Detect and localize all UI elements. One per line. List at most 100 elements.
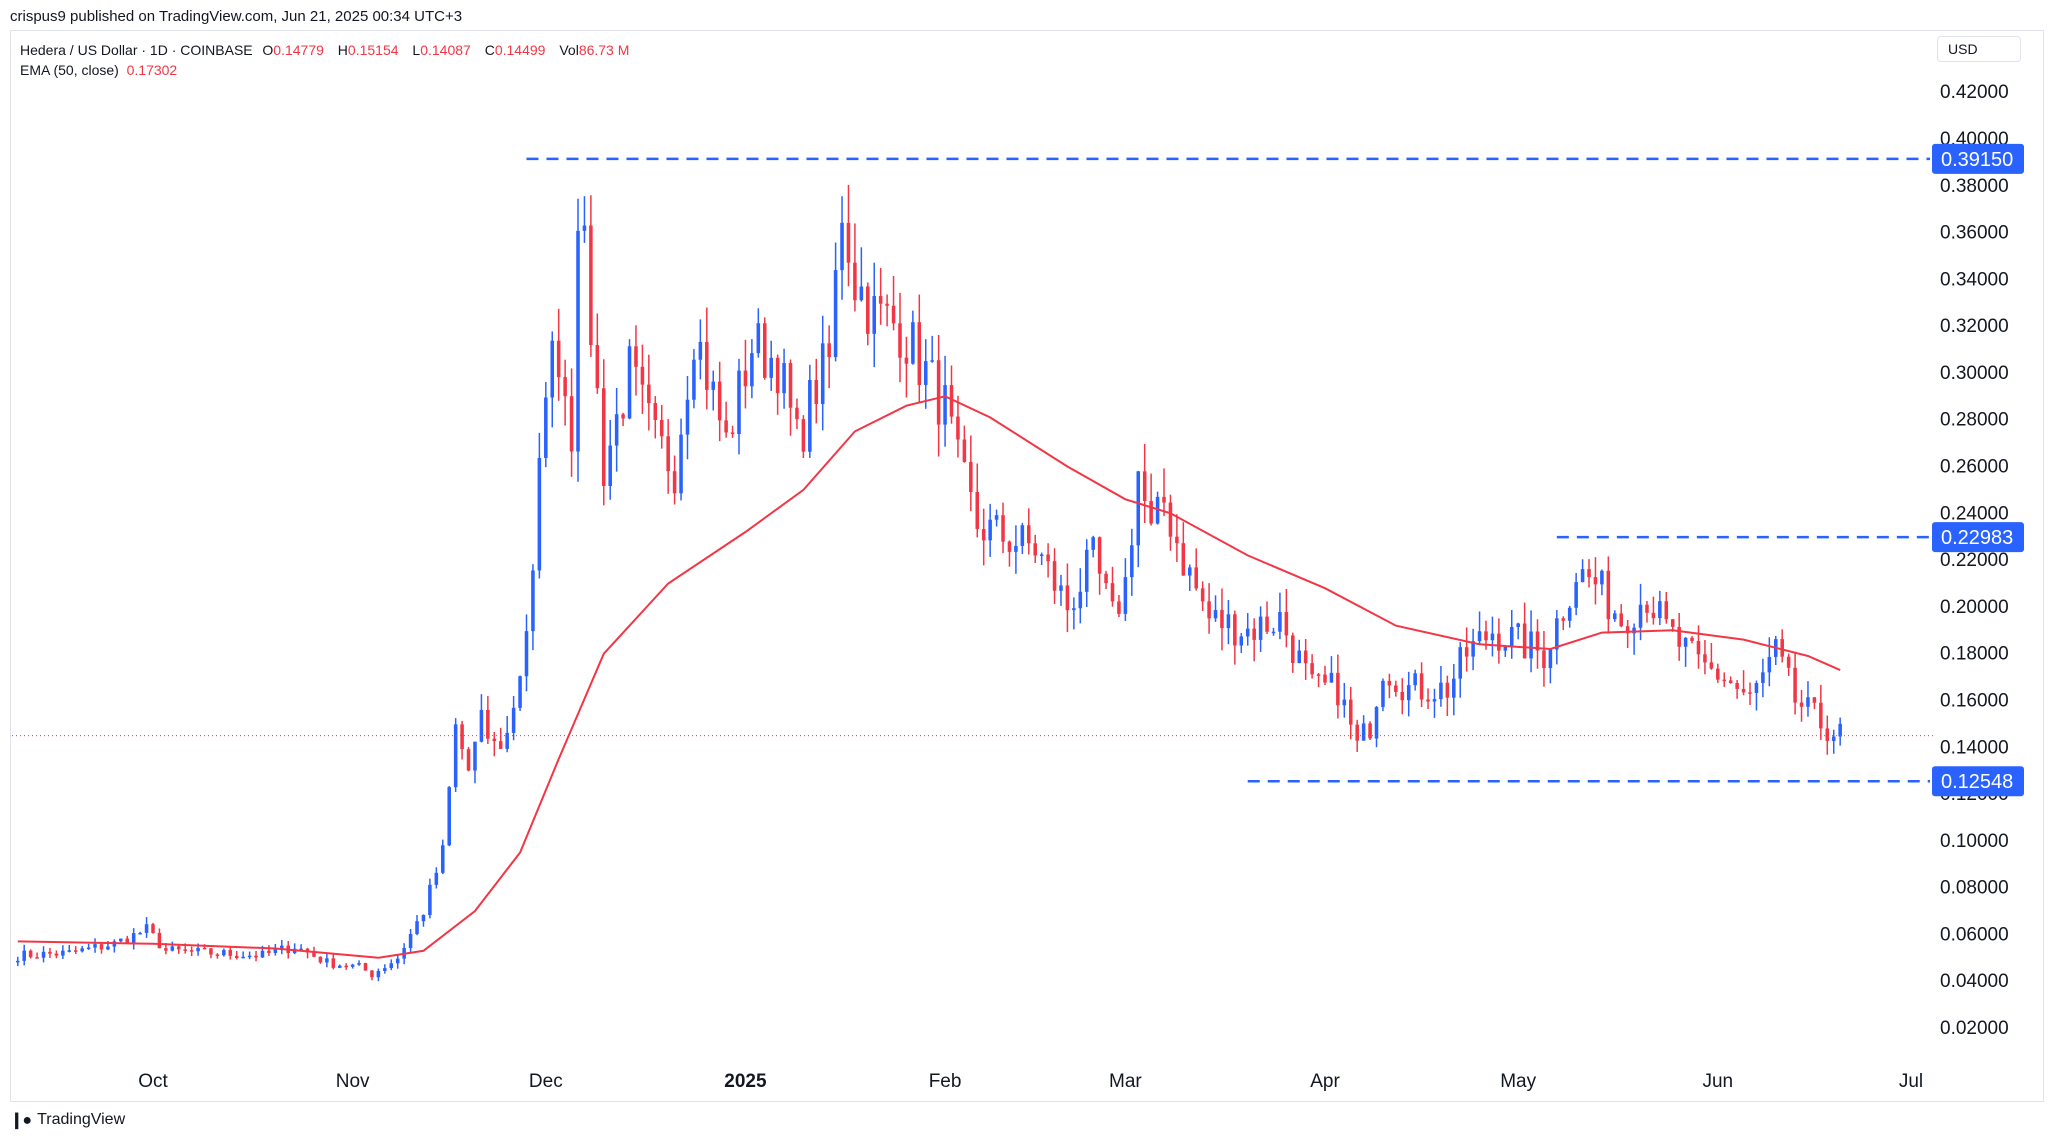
candle-body [1651, 612, 1656, 619]
candle-body [1104, 573, 1108, 584]
candle-body [1767, 656, 1772, 673]
candle-body [1239, 636, 1244, 646]
symbol-label[interactable]: Hedera / US Dollar · 1D · COINBASE [20, 42, 253, 58]
close-value: 0.14499 [494, 42, 546, 58]
ema-line [17, 395, 1841, 959]
level-price-badge [1932, 766, 2024, 797]
candle-body [1284, 612, 1289, 636]
candle-body [267, 950, 271, 953]
candle-body [222, 950, 226, 956]
candle-body [1226, 614, 1231, 629]
candle-body [911, 322, 915, 364]
candle-body [1439, 682, 1443, 700]
candle-body [1014, 545, 1018, 552]
candle-body [1503, 646, 1508, 651]
candle-body [1316, 674, 1321, 676]
candle-body [415, 921, 419, 935]
ema-label[interactable]: EMA (50, close) [20, 62, 119, 78]
candle-body [170, 946, 175, 951]
candle-body [48, 951, 52, 954]
y-tick-label: 0.20000 [1940, 597, 2009, 618]
candle-body [176, 946, 181, 950]
candle-body [1432, 699, 1437, 702]
candle-body [1535, 631, 1540, 651]
candle-body [1027, 525, 1031, 544]
y-tick-label: 0.16000 [1940, 690, 2009, 711]
candle-body [1072, 608, 1076, 611]
candle-body [1303, 650, 1308, 664]
candle-body [1522, 623, 1527, 659]
candle-body [1387, 680, 1392, 686]
high-key: H [337, 42, 348, 58]
candle-body [441, 845, 445, 873]
y-tick-label: 0.38000 [1940, 176, 2009, 197]
candle-body [659, 419, 664, 437]
candle-body [1799, 702, 1804, 707]
tradingview-logo[interactable]: ❙● TradingView [10, 1110, 125, 1130]
candle-body [1593, 577, 1598, 585]
currency-selector[interactable]: USD [1937, 36, 2021, 62]
candle-body [106, 946, 110, 950]
candle-body [1716, 668, 1720, 680]
candle-body [1548, 649, 1553, 669]
candle-body [35, 957, 39, 959]
y-tick-label: 0.14000 [1940, 737, 2009, 758]
candle-body [1149, 501, 1153, 524]
candle-body [1181, 543, 1186, 576]
level-price-badge [1932, 522, 2024, 553]
y-tick-label: 0.36000 [1940, 223, 2009, 244]
candle-body [923, 361, 928, 385]
candle-body [1606, 570, 1611, 620]
candle-body [614, 414, 619, 446]
candle-body [312, 952, 316, 957]
candle-body [383, 968, 387, 971]
candle-body [1670, 619, 1675, 627]
candle-body [350, 964, 355, 967]
candle-body [1291, 635, 1295, 664]
candle-body [1175, 536, 1179, 544]
candle-body [1245, 628, 1250, 637]
low-value: 0.14087 [420, 42, 471, 58]
candle-body [1142, 471, 1147, 502]
tradingview-wordmark: TradingView [37, 1111, 126, 1128]
candle-body [1722, 679, 1727, 682]
candle-body [93, 944, 97, 948]
candle-body [1696, 641, 1701, 655]
candle-body [988, 519, 992, 541]
candle-body [589, 225, 593, 346]
candle-body [601, 388, 606, 487]
candle-body [853, 262, 857, 301]
candle-body [1413, 673, 1417, 686]
candle-body [711, 381, 716, 390]
candle-body [389, 963, 394, 969]
candle-body [1297, 650, 1302, 664]
candle-body [1445, 682, 1450, 698]
candle-body [1754, 683, 1759, 694]
candle-body [1419, 673, 1424, 700]
y-tick-label: 0.24000 [1940, 503, 2009, 524]
candle-body [1252, 628, 1256, 640]
x-tick-label: 2025 [724, 1071, 767, 1092]
candle-body [1728, 680, 1733, 684]
candle-body [969, 461, 973, 492]
candle-body [737, 370, 741, 435]
candle-body [1542, 650, 1546, 669]
candle-body [80, 948, 84, 952]
legend-ohlc-row: Hedera / US Dollar · 1D · COINBASE O0.14… [20, 40, 637, 60]
candle-body [1059, 585, 1063, 591]
candle-body [1168, 502, 1173, 537]
candle-body [299, 948, 303, 951]
candle-body [1819, 702, 1823, 729]
candle-body [705, 341, 709, 390]
candle-body [1490, 633, 1495, 641]
candle-body [788, 363, 793, 408]
x-tick-label: May [1500, 1071, 1536, 1092]
candle-body [337, 965, 342, 968]
candle-body [215, 954, 220, 957]
candle-body [1381, 680, 1385, 708]
level-price-badge [1932, 143, 2024, 174]
candle-body [878, 296, 883, 304]
candle-body [1136, 471, 1141, 546]
candle-body [904, 357, 909, 364]
